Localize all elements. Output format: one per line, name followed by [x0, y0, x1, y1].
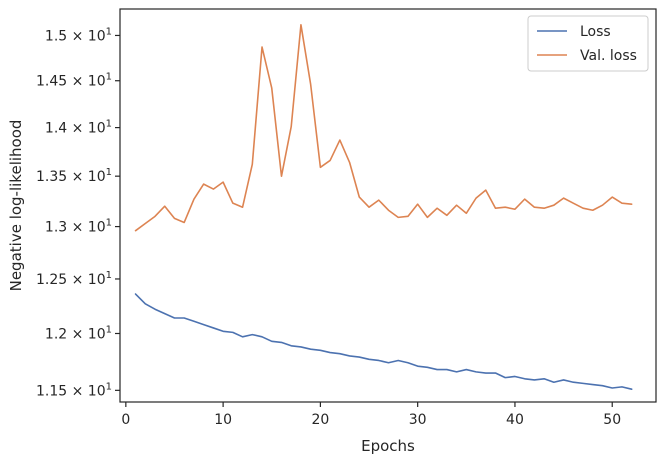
x-tick-label: 10: [214, 412, 232, 428]
y-tick-label: 1.3 × 101: [45, 218, 112, 236]
y-tick-label: 1.2 × 101: [45, 324, 112, 342]
x-tick-label: 0: [121, 412, 130, 428]
x-axis-title: Epochs: [361, 437, 415, 455]
x-axis: 0 10 20 30 40 50: [121, 402, 621, 428]
y-axis-title: Negative log-likelihood: [7, 120, 25, 292]
series-layer: [134, 24, 633, 390]
legend-label-loss: Loss: [580, 24, 611, 40]
x-tick-label: 50: [603, 412, 621, 428]
x-tick-label: 30: [409, 412, 427, 428]
x-tick-label: 40: [506, 412, 524, 428]
y-tick-label: 1.15 × 101: [36, 381, 112, 399]
plot-frame: [119, 8, 657, 403]
y-tick-label: 1.25 × 101: [36, 270, 112, 288]
legend: Loss Val. loss: [527, 15, 649, 72]
legend-label-val-loss: Val. loss: [580, 48, 637, 64]
series-line-loss: [134, 293, 633, 390]
series-line-val-loss: [134, 24, 633, 232]
y-tick-label: 1.5 × 101: [45, 26, 112, 44]
y-tick-label: 1.35 × 101: [36, 167, 112, 185]
x-tick-label: 20: [311, 412, 329, 428]
plot-area: [120, 9, 656, 402]
y-tick-label: 1.45 × 101: [36, 72, 112, 90]
y-tick-label: 1.4 × 101: [45, 119, 112, 137]
y-axis: 1.15 × 101 1.2 × 101 1.25 × 101 1.3 × 101 1.…: [36, 26, 120, 399]
legend-box: [527, 15, 649, 72]
